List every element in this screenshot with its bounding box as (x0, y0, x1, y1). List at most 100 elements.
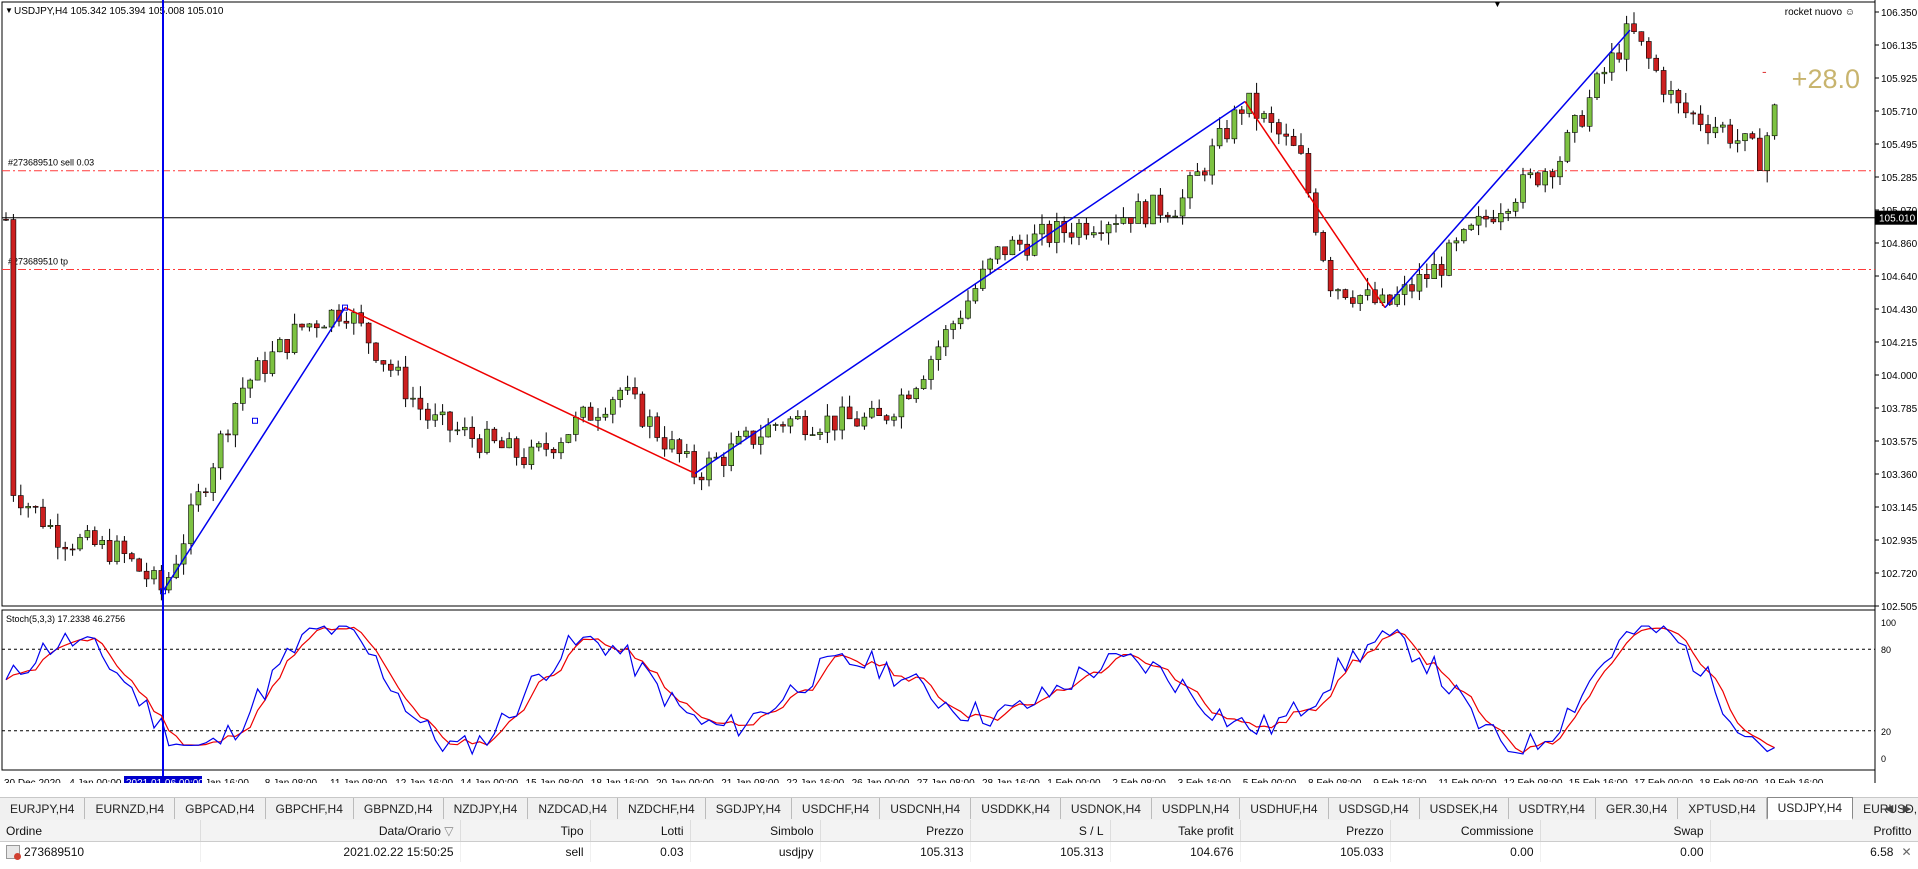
col-commissione[interactable]: Commissione (1390, 820, 1541, 842)
col-lotti[interactable]: Lotti (590, 820, 691, 842)
tab-gbpchf-h4[interactable]: GBPCHF,H4 (266, 798, 354, 819)
candle-body (1350, 297, 1356, 304)
candle-body (780, 424, 786, 427)
tab-usdsgd-h4[interactable]: USDSGD,H4 (1329, 798, 1420, 819)
candle-body (1601, 71, 1608, 75)
tab-usdpln-h4[interactable]: USDPLN,H4 (1152, 798, 1241, 819)
candle-body (957, 317, 964, 325)
candle-body (965, 300, 971, 319)
tabs-scroll-right-icon[interactable]: ▶ (1902, 802, 1912, 815)
order-row[interactable]: 273689510 2021.02.22 15:50:25 sell 0.03 … (0, 841, 1918, 862)
wave-point-marker (252, 417, 258, 424)
candle-body (750, 430, 757, 445)
tab-ger-30-h4[interactable]: GER.30,H4 (1596, 798, 1679, 819)
tab-usdtry-h4[interactable]: USDTRY,H4 (1509, 798, 1596, 819)
order-sl-cell[interactable]: 105.313 (970, 841, 1111, 862)
candle-body (1016, 239, 1023, 245)
col-ordine[interactable]: Ordine (0, 820, 201, 842)
candle-body (1720, 124, 1726, 128)
col-tipo[interactable]: Tipo (460, 820, 591, 842)
candle-body (1609, 52, 1615, 73)
candle-body (17, 495, 24, 509)
candle-body (1276, 122, 1282, 135)
candle-body (942, 329, 949, 348)
candle-body (1083, 222, 1090, 236)
price-tick-label: 106.350 (1881, 8, 1918, 19)
tab-usdchf-h4[interactable]: USDCHF,H4 (792, 798, 881, 819)
candle-body (1268, 113, 1275, 123)
tab-usdsek-h4[interactable]: USDSEK,H4 (1420, 798, 1509, 819)
candle-body (824, 415, 831, 433)
candle-body (1128, 217, 1134, 224)
tab-xptusd-h4[interactable]: XPTUSD,H4 (1678, 798, 1767, 819)
candle-body (143, 570, 150, 580)
candle-body (69, 548, 76, 551)
candle-body (1194, 171, 1201, 176)
candle-body (817, 431, 823, 435)
tab-gbpnzd-h4[interactable]: GBPNZD,H4 (354, 798, 444, 819)
time-tick-label: 2 Feb 08:00 (1112, 778, 1166, 783)
candle-body (40, 506, 46, 527)
col-swap[interactable]: Swap (1540, 820, 1711, 842)
candle-body (1660, 70, 1667, 95)
candle-body (1416, 274, 1423, 292)
candle-body (1313, 192, 1319, 233)
candle-body (447, 411, 453, 431)
candle-body (1727, 124, 1733, 144)
price-tick-label: 103.145 (1881, 503, 1918, 514)
time-tick-label: 27 Jan 08:00 (917, 778, 975, 783)
tab-usddkk-h4[interactable]: USDDKK,H4 (971, 798, 1061, 819)
candle-body (1283, 133, 1289, 137)
chart-area[interactable]: USDJPY,H4 105.342 105.394 105.008 105.01… (0, 0, 1918, 789)
price-chart[interactable]: USDJPY,H4 105.342 105.394 105.008 105.01… (0, 0, 1918, 789)
tab-usdnok-h4[interactable]: USDNOK,H4 (1061, 798, 1152, 819)
tab-nzdchf-h4[interactable]: NZDCHF,H4 (618, 798, 706, 819)
candle-body (1105, 224, 1112, 234)
candle-body (1209, 145, 1215, 176)
tab-eurusd-h4[interactable]: EURUSD,H4 (1853, 798, 1918, 819)
candle-body (1572, 115, 1578, 133)
order-tp-cell[interactable]: 104.676 (1110, 841, 1241, 862)
tabs-scroll-left-icon[interactable]: ◀ (1884, 802, 1894, 815)
time-tick-label: 28 Jan 16:00 (982, 778, 1040, 783)
candle-body (602, 413, 609, 418)
time-tick-label: 22 Jan 16:00 (786, 778, 844, 783)
col-take-profit[interactable]: Take profit (1110, 820, 1241, 842)
order-profit-cell: 6.58 ✕ (1710, 841, 1918, 862)
tab-eurjpy-h4[interactable]: EURJPY,H4 (0, 798, 86, 819)
price-tick-label: 106.135 (1881, 41, 1918, 52)
tab-nzdjpy-h4[interactable]: NZDJPY,H4 (444, 798, 529, 819)
candle-body (210, 467, 216, 493)
tab-gbpcad-h4[interactable]: GBPCAD,H4 (175, 798, 266, 819)
sort-icon: ▽ (444, 823, 454, 838)
candle-body (417, 397, 424, 410)
col-profitto[interactable]: Profitto (1710, 820, 1918, 842)
tab-usdhuf-h4[interactable]: USDHUF,H4 (1240, 798, 1329, 819)
candle-body (1002, 246, 1008, 256)
col-data-orario[interactable]: Data/Orario ▽ (200, 820, 461, 842)
time-tick-label: 9 Feb 16:00 (1373, 778, 1427, 783)
col-prezzo[interactable]: Prezzo (820, 820, 971, 842)
candle-body (1357, 295, 1363, 304)
close-order-icon[interactable]: ✕ (1901, 845, 1912, 859)
candle-body (617, 389, 624, 400)
tab-eurnzd-h4[interactable]: EURNZD,H4 (85, 798, 176, 819)
candle-body (10, 219, 17, 496)
time-tick-label: 17 Feb 00:00 (1634, 778, 1693, 783)
candle-body (513, 438, 520, 458)
time-tick-label: 5 Feb 00:00 (1243, 778, 1297, 783)
col-prezzo-current[interactable]: Prezzo (1240, 820, 1391, 842)
tab-usdcnh-h4[interactable]: USDCNH,H4 (880, 798, 972, 819)
candle-body (1631, 23, 1637, 32)
tab-nzdcad-h4[interactable]: NZDCAD,H4 (528, 798, 619, 819)
sell-order-icon (6, 845, 21, 861)
col-sl[interactable]: S / L (970, 820, 1111, 842)
candle-body (587, 406, 594, 421)
candle-body (306, 323, 313, 328)
tab-usdjpy-h4[interactable]: USDJPY,H4 (1766, 797, 1854, 820)
col-simbolo[interactable]: Simbolo (690, 820, 821, 842)
candle-body (1586, 97, 1593, 127)
candle-body (1157, 194, 1164, 216)
candle-body (1438, 264, 1445, 276)
tab-sgdjpy-h4[interactable]: SGDJPY,H4 (706, 798, 792, 819)
